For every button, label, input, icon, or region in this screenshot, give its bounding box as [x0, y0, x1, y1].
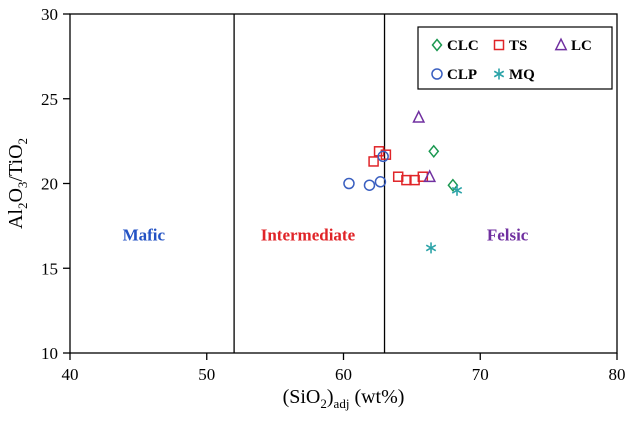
series-lc	[412, 109, 437, 183]
series-ts	[368, 146, 429, 186]
data-point	[451, 184, 463, 196]
data-point	[423, 169, 437, 183]
y-tick-label: 20	[41, 175, 58, 194]
x-tick-label: 70	[472, 365, 489, 384]
x-tick-label: 80	[609, 365, 626, 384]
legend-label: CLP	[447, 67, 477, 83]
legend-box	[417, 26, 613, 90]
legend-item-lc: LC	[554, 37, 592, 54]
data-point	[368, 156, 379, 167]
y-tick-label: 10	[41, 344, 58, 363]
x-tick-label: 60	[335, 365, 352, 384]
data-point	[392, 171, 404, 182]
data-point	[431, 68, 443, 80]
y-tick-label: 25	[41, 90, 58, 109]
legend-item-ts: TS	[493, 38, 527, 54]
data-point	[425, 242, 437, 254]
y-tick-label: 30	[41, 5, 58, 24]
series-clc	[428, 144, 459, 192]
x-tick-label: 40	[62, 365, 79, 384]
legend-label: MQ	[509, 67, 535, 83]
y-axis: 10 15 20 25 30	[41, 5, 70, 363]
region-label-mafic: Mafic	[123, 225, 166, 244]
legend-label: TS	[509, 38, 527, 54]
series-clp	[343, 150, 389, 191]
data-point	[380, 149, 392, 160]
series-mq	[425, 184, 463, 254]
x-axis-label: (SiO2)adj (wt%)	[283, 386, 405, 411]
data-point	[409, 174, 420, 186]
data-point	[493, 39, 505, 51]
legend-item-clp: CLP	[431, 67, 477, 83]
region-label-felsic: Felsic	[487, 225, 529, 244]
data-point	[412, 109, 426, 123]
data-point	[428, 144, 440, 158]
legend-item-mq: MQ	[493, 67, 535, 83]
x-tick-label: 50	[198, 365, 215, 384]
data-point	[343, 177, 355, 190]
x-axis: 40 50 60 70 80	[62, 353, 626, 384]
data-point	[447, 178, 459, 192]
data-point	[363, 179, 376, 191]
data-point	[377, 150, 389, 163]
y-axis-label: Al2O3/TiO2	[5, 138, 30, 229]
data-point	[493, 68, 505, 80]
legend: CLC TS LC CLP MQ	[417, 26, 613, 90]
y-tick-label: 15	[41, 259, 58, 278]
legend-label: CLC	[447, 38, 479, 54]
data-point	[401, 174, 412, 186]
data-point	[554, 37, 568, 51]
legend-item-clc: CLC	[431, 38, 479, 54]
data-point	[374, 176, 387, 188]
region-label-intermediate: Intermediate	[261, 225, 356, 244]
data-point	[431, 38, 443, 52]
legend-label: LC	[571, 38, 592, 54]
